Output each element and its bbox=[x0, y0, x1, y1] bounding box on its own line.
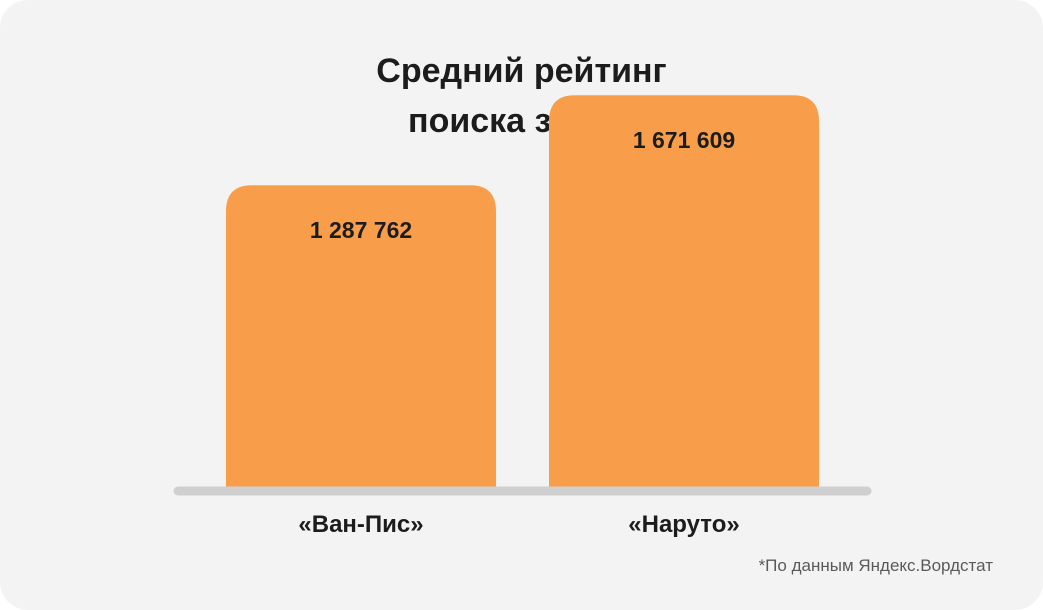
chart-title-line-1: Средний рейтинг bbox=[376, 52, 667, 90]
bar-value-label-1: 1 287 762 bbox=[310, 217, 412, 243]
source-footnote: *По данным Яндекс.Вордстат bbox=[758, 556, 993, 575]
category-label-1: «Ван-Пис» bbox=[298, 511, 423, 538]
bar-1 bbox=[226, 185, 496, 487]
bar-value-label-2: 1 671 609 bbox=[633, 127, 735, 153]
bar-2 bbox=[549, 95, 819, 487]
category-label-2: «Наруто» bbox=[628, 511, 739, 538]
